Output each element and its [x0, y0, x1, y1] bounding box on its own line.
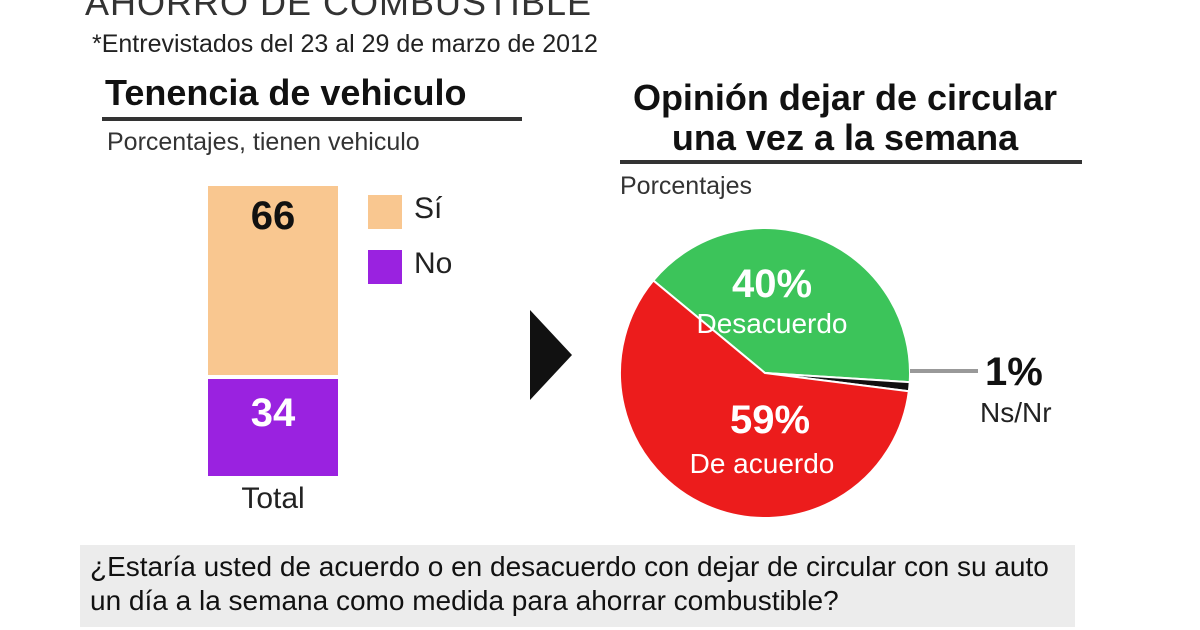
slice-value-nsnr: 1%	[985, 350, 1043, 394]
arrow-right-icon	[530, 310, 572, 400]
survey-question: ¿Estaría usted de acuerdo o en desacuerd…	[90, 550, 1070, 618]
survey-question-line1: ¿Estaría usted de acuerdo o en desacuerd…	[90, 551, 1049, 582]
slice-value-de-acuerdo: 59%	[730, 398, 810, 442]
bar-segment-no	[208, 379, 338, 476]
legend-swatch-si	[368, 195, 402, 229]
opinion-title-line2: una vez a la semana	[671, 117, 1019, 158]
slice-name-de-acuerdo: De acuerdo	[690, 448, 835, 479]
legend-label-no: No	[414, 247, 453, 280]
bar-value-no: 34	[250, 391, 296, 436]
survey-question-line2: un día a la semana como medida para ahor…	[90, 585, 839, 616]
opinion-pie-chart: 40% Desacuerdo 59% De acuerdo	[619, 227, 978, 519]
ownership-title-rule	[102, 117, 522, 121]
opinion-title-line1: Opinión dejar de circular	[632, 77, 1058, 118]
bar-category-label: Total	[241, 482, 305, 515]
ownership-panel-title: Tenencia de vehiculo	[105, 72, 467, 113]
ownership-panel-subtitle: Porcentajes, tienen vehiculo	[107, 128, 420, 156]
slice-value-desacuerdo: 40%	[732, 262, 812, 306]
slice-name-nsnr: Ns/Nr	[980, 397, 1052, 428]
legend-swatch-no	[368, 250, 402, 284]
bar-segment-si	[208, 186, 338, 376]
opinion-panel-subtitle: Porcentajes	[620, 172, 753, 200]
pie-slice-de-acuerdo	[619, 279, 910, 519]
infographic-title: AHORRO DE COMBUSTIBLE	[85, 0, 593, 23]
slice-name-desacuerdo: Desacuerdo	[697, 308, 848, 339]
bar-value-si: 66	[250, 194, 296, 238]
pie-slice-desacuerdo	[651, 227, 911, 384]
opinion-title-rule	[620, 160, 1082, 164]
question-box	[80, 545, 1075, 627]
survey-date-note: *Entrevistados del 23 al 29 de marzo de …	[92, 30, 598, 58]
opinion-panel-title: Opinión dejar de circular una vez a la s…	[600, 78, 1090, 158]
legend-label-si: Sí	[414, 192, 443, 225]
